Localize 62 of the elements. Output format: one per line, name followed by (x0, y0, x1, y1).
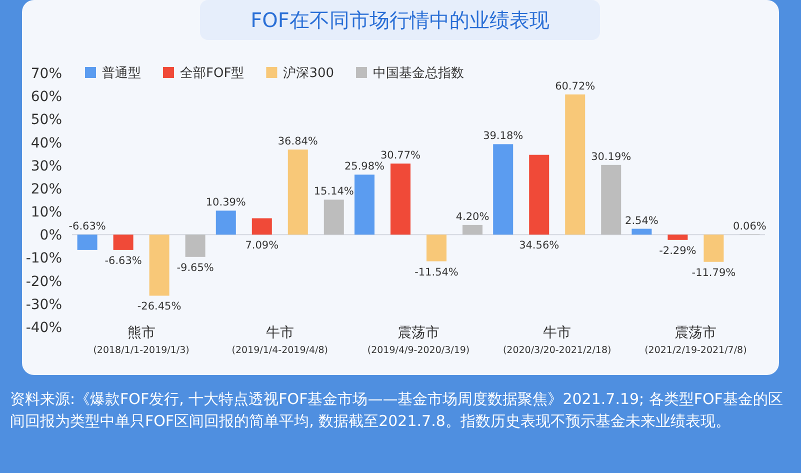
bar (668, 234, 688, 240)
bar (704, 234, 724, 262)
x-tick-label: 熊市 (2018/1/1-2019/1/3) (93, 325, 190, 356)
data-label: 25.98% (344, 160, 385, 173)
y-tick-label: -40% (26, 320, 62, 336)
y-tick-label: 50% (30, 112, 62, 128)
chart-title: FOF在不同市场行情中的业绩表现 (250, 8, 550, 32)
bar (529, 154, 550, 235)
bar (426, 234, 446, 262)
bar (390, 164, 410, 235)
bar (354, 174, 374, 235)
data-label: 39.18% (483, 130, 524, 142)
y-tick-label: 20% (30, 181, 62, 198)
y-tick-label: 60% (30, 89, 62, 106)
x-tick-label: 牛市 (2019/1/4-2019/4/8) (232, 325, 328, 356)
legend-label: 全部FOF型 (180, 66, 244, 81)
data-label: 0.06% (733, 220, 766, 232)
bar (288, 150, 308, 235)
data-label: -2.29% (659, 244, 696, 257)
bar (252, 218, 272, 235)
y-tick-label: -20% (26, 274, 62, 290)
data-label: 30.19% (591, 150, 632, 163)
x-tick-label: 牛市 (2020/3/20-2021/2/18) (502, 325, 612, 356)
data-label: -11.54% (414, 266, 458, 278)
text: 资料来源:《爆款FOF发行, 十大特点透视FOF基金市场——基金市场周度数据聚焦》2021.7.19; 各类型FOF基金的区间回报为类型中单只FOF区间回报的简单平均, 数据截至2021.7.8。指数历史表现不预示基金未来业绩表现。 (10, 389, 784, 432)
x-tick-label: 震荡市 (2021/2/19-2021/7/8) (644, 325, 747, 356)
bar (632, 228, 652, 235)
data-label: -11.79% (692, 266, 736, 279)
data-label: -6.63% (68, 220, 106, 233)
y-tick-label: -30% (26, 296, 62, 313)
bar (462, 224, 482, 235)
legend-label: 沪深300 (283, 65, 334, 81)
bar (216, 210, 236, 235)
y-tick-label: 0% (40, 228, 62, 244)
data-label: -6.63% (104, 254, 142, 267)
data-label: 4.20% (456, 210, 490, 223)
legend-label: 普通型 (102, 65, 141, 81)
data-label: 60.72% (555, 80, 596, 92)
bar (565, 94, 586, 235)
bar (149, 234, 170, 296)
data-label: 30.77% (380, 150, 421, 162)
legend-label: 中国基金总指数 (373, 66, 464, 81)
x-tick-label: 震荡市 (2019/4/9-2020/3/19) (367, 325, 470, 356)
data-label: -9.65% (176, 262, 214, 274)
bar (113, 234, 134, 250)
y-tick-label: -10% (26, 250, 62, 267)
data-label: 10.39% (206, 196, 246, 209)
y-tick-label: 70% (30, 66, 62, 82)
y-tick-label: 30% (30, 158, 62, 174)
data-label: -26.45% (137, 300, 182, 313)
data-label: 36.84% (278, 136, 318, 148)
bar (185, 234, 206, 257)
data-label: 2.54% (625, 214, 658, 227)
bar (77, 234, 98, 250)
bar (493, 144, 514, 235)
data-label: 15.14% (314, 186, 354, 198)
bar (324, 200, 344, 235)
data-label: 7.09% (245, 240, 279, 252)
bar (601, 164, 622, 235)
data-label: 34.56% (519, 240, 560, 252)
y-tick-label: 10% (30, 204, 62, 221)
y-tick-label: 40% (30, 135, 62, 152)
